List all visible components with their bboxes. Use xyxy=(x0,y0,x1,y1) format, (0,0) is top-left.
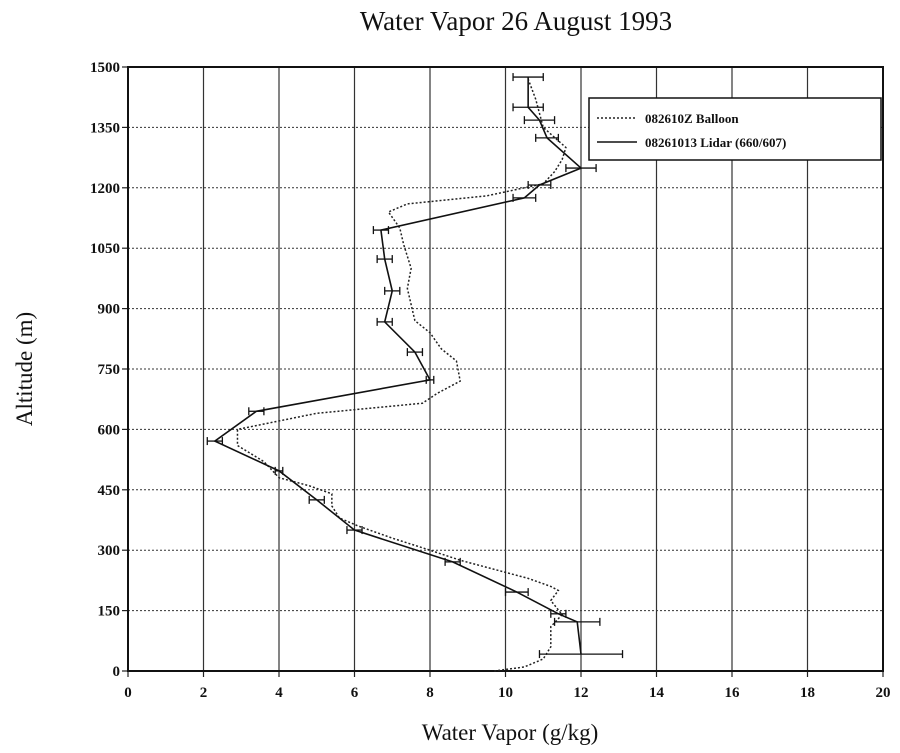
error-bar xyxy=(425,375,435,384)
legend-label: 082610Z Balloon xyxy=(645,111,739,126)
x-tick-label: 0 xyxy=(124,685,132,701)
y-tick-label: 0 xyxy=(113,664,121,680)
y-tick-label: 1350 xyxy=(90,120,120,136)
error-bar xyxy=(376,255,393,264)
y-tick-label: 1200 xyxy=(90,181,120,197)
error-bar xyxy=(553,617,601,626)
y-tick-label: 1500 xyxy=(90,60,120,76)
error-bar xyxy=(535,133,559,142)
x-tick-label: 16 xyxy=(725,685,741,701)
data-line xyxy=(236,78,567,672)
plot-frame xyxy=(127,66,884,672)
y-tick-label: 750 xyxy=(98,362,121,378)
x-tick-label: 2 xyxy=(200,685,208,701)
y-tick-label: 150 xyxy=(98,604,121,620)
error-bar xyxy=(444,557,461,566)
y-tick-label: 300 xyxy=(98,543,121,559)
x-axis-label: Water Vapor (g/kg) xyxy=(422,720,599,745)
error-bar xyxy=(308,495,325,504)
x-tick-label: 20 xyxy=(876,685,891,701)
y-axis-label: Altitude (m) xyxy=(12,312,37,426)
x-tick-label: 4 xyxy=(275,685,283,701)
x-tick-label: 12 xyxy=(574,685,589,701)
x-tick-label: 6 xyxy=(351,685,359,701)
x-tick-label: 14 xyxy=(649,685,665,701)
error-bar xyxy=(206,437,224,446)
error-bar xyxy=(512,73,544,82)
x-tick-label: 18 xyxy=(800,685,815,701)
y-tick-label: 1050 xyxy=(90,241,120,257)
chart-title: Water Vapor 26 August 1993 xyxy=(360,6,672,36)
error-bar xyxy=(376,317,393,326)
error-bar xyxy=(527,180,552,189)
legend-label: 08261013 Lidar (660/607) xyxy=(645,135,786,150)
x-tick-label: 10 xyxy=(498,685,513,701)
error-bar xyxy=(538,650,624,659)
error-bar xyxy=(384,286,401,295)
error-bar xyxy=(512,103,544,112)
y-tick-label: 600 xyxy=(98,422,121,438)
legend-box xyxy=(588,97,882,161)
error-bar xyxy=(372,226,390,235)
error-bar xyxy=(248,407,265,416)
error-bar xyxy=(274,466,284,475)
error-bar xyxy=(504,588,529,597)
data-line xyxy=(213,77,583,655)
error-bar xyxy=(346,526,363,535)
y-tick-label: 900 xyxy=(98,302,121,318)
y-tick-label: 450 xyxy=(98,483,121,499)
error-bar xyxy=(550,609,567,618)
error-bar xyxy=(565,164,597,173)
x-tick-label: 8 xyxy=(426,685,434,701)
error-bar xyxy=(523,116,556,125)
error-bar xyxy=(512,193,537,202)
error-bar xyxy=(406,348,424,357)
